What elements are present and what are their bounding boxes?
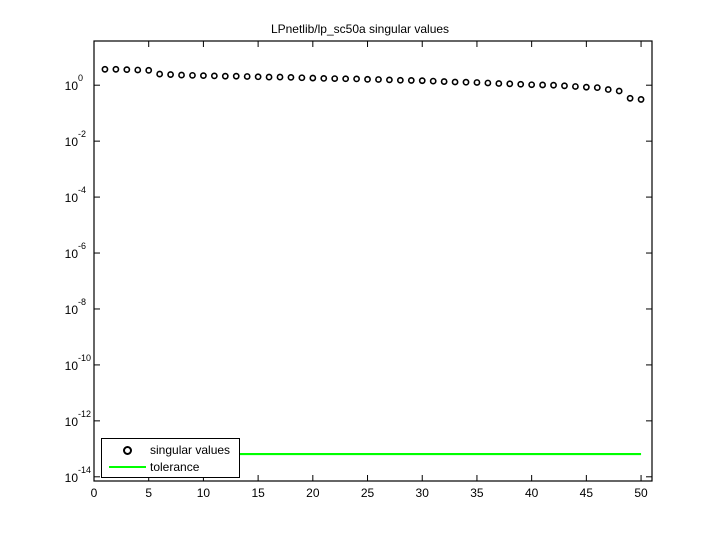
svg-text:10: 10 <box>65 303 79 317</box>
svg-text:10: 10 <box>65 79 79 93</box>
svg-text:10: 10 <box>65 359 79 373</box>
circle-marker-icon <box>123 446 132 455</box>
svg-text:10: 10 <box>65 191 79 205</box>
legend-item-tolerance: tolerance <box>102 459 239 475</box>
svg-text:0: 0 <box>78 73 83 83</box>
legend: singular values tolerance <box>101 438 240 478</box>
svg-text:5: 5 <box>145 486 152 500</box>
green-line-icon <box>109 466 146 468</box>
svg-text:45: 45 <box>580 486 594 500</box>
svg-text:-2: -2 <box>78 129 86 139</box>
svg-text:-8: -8 <box>78 297 86 307</box>
legend-label: singular values <box>150 443 231 457</box>
svg-text:20: 20 <box>306 486 320 500</box>
svg-text:40: 40 <box>525 486 539 500</box>
svg-text:-10: -10 <box>78 353 91 363</box>
svg-text:15: 15 <box>251 486 265 500</box>
svg-text:10: 10 <box>65 247 79 261</box>
legend-label: tolerance <box>150 460 200 474</box>
svg-text:10: 10 <box>65 415 79 429</box>
svg-text:30: 30 <box>416 486 430 500</box>
svg-text:10: 10 <box>65 135 79 149</box>
svg-text:50: 50 <box>634 486 648 500</box>
svg-text:35: 35 <box>470 486 484 500</box>
svg-text:10: 10 <box>197 486 211 500</box>
x-axis-ticks: 0 5 10 15 20 25 30 35 40 45 50 <box>91 41 648 500</box>
singular-values-markers <box>101 65 645 103</box>
svg-text:10: 10 <box>65 471 79 485</box>
axes <box>93 40 653 482</box>
svg-text:-6: -6 <box>78 241 86 251</box>
svg-text:-12: -12 <box>78 409 91 419</box>
chart-title: LPnetlib/lp_sc50a singular values <box>270 22 450 36</box>
legend-item-singular-values: singular values <box>102 442 239 458</box>
svg-text:-14: -14 <box>78 465 91 475</box>
svg-text:-4: -4 <box>78 185 86 195</box>
svg-text:0: 0 <box>91 486 98 500</box>
svg-text:25: 25 <box>361 486 375 500</box>
